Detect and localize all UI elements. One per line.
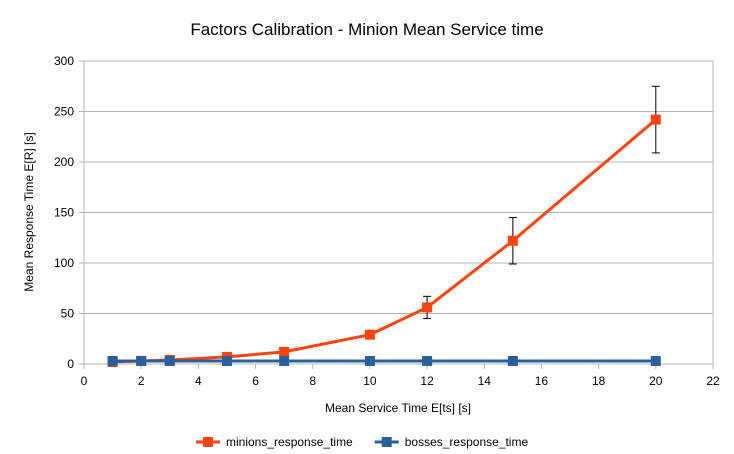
x-tick-label: 22 (706, 374, 720, 388)
y-tick-label: 150 (54, 206, 74, 220)
y-tick-label: 250 (54, 105, 74, 119)
x-tick-label: 6 (252, 374, 259, 388)
legend-label: bosses_response_time (405, 435, 529, 449)
legend-item-bosses_response_time: bosses_response_time (374, 435, 529, 449)
data-point-minions_response_time (422, 302, 433, 313)
tick-labels: 0 50 100 150 200 250 300 0 2 4 6 8 10 12 14 16 18 20 22 (54, 54, 720, 388)
x-tick-label: 18 (592, 374, 606, 388)
data-point-minions_response_time (279, 346, 290, 357)
data-point-bosses_response_time (422, 355, 433, 366)
series-group (107, 85, 661, 367)
data-point-minions_response_time (650, 114, 661, 125)
x-tick-label: 14 (478, 374, 492, 388)
data-point-bosses_response_time (650, 355, 661, 366)
legend-item-minions_response_time: minions_response_time (196, 435, 353, 449)
data-point-bosses_response_time (364, 355, 375, 366)
chart-title: Factors Calibration - Minion Mean Servic… (190, 20, 543, 39)
y-tick-label: 200 (54, 155, 74, 169)
legend-swatch-marker (381, 437, 392, 447)
x-tick-label: 4 (195, 374, 202, 388)
y-axis-label: Mean Response Time E[R] [s] (22, 132, 36, 291)
y-tick-label: 50 (61, 307, 75, 321)
legend: minions_response_time bosses_response_tim… (196, 435, 528, 449)
data-point-bosses_response_time (107, 355, 118, 366)
data-point-minions_response_time (364, 329, 375, 340)
legend-swatch-marker (203, 437, 213, 447)
x-tick-label: 2 (138, 374, 145, 388)
y-tick-label: 100 (54, 256, 74, 270)
data-point-minions_response_time (507, 235, 518, 246)
y-tick-label: 0 (67, 357, 74, 371)
data-point-bosses_response_time (136, 355, 147, 366)
x-tick-label: 10 (363, 374, 377, 388)
x-tick-label: 20 (649, 374, 663, 388)
series-bosses_response_time (107, 355, 661, 366)
x-axis-label: Mean Service Time E[ts] [s] (325, 401, 471, 415)
data-point-bosses_response_time (279, 355, 290, 366)
legend-label: minions_response_time (226, 435, 353, 449)
y-tick-label: 300 (54, 54, 74, 68)
x-tick-label: 16 (535, 374, 549, 388)
data-point-bosses_response_time (507, 355, 518, 366)
x-tick-label: 0 (81, 374, 88, 388)
data-point-bosses_response_time (164, 355, 175, 366)
x-tick-label: 12 (420, 374, 434, 388)
data-point-bosses_response_time (221, 355, 232, 366)
x-tick-label: 8 (309, 374, 316, 388)
